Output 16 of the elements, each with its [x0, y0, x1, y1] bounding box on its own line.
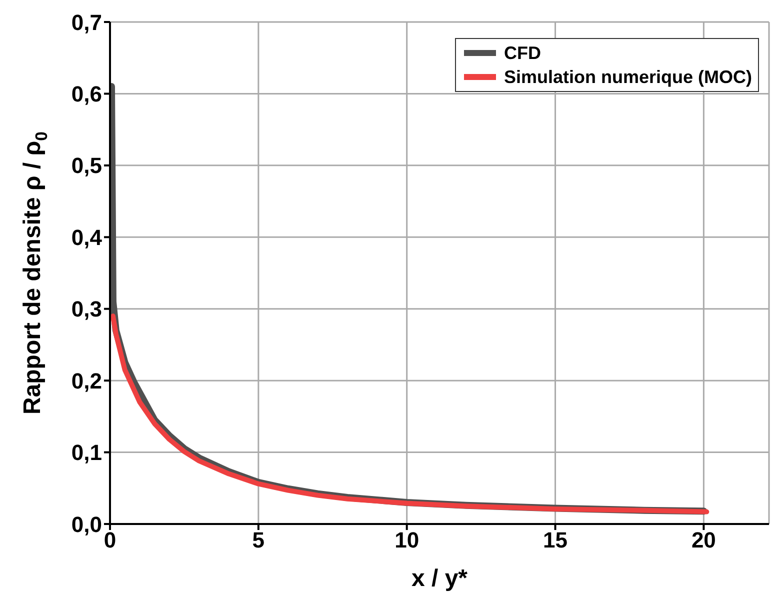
x-tick-label: 5 — [252, 528, 265, 553]
y-tick-label: 0,6 — [71, 82, 102, 107]
y-tick-label: 0,5 — [71, 153, 102, 178]
y-tick-label: 0,3 — [71, 296, 102, 322]
x-tick-label: 0 — [104, 528, 116, 553]
x-tick-label: 15 — [543, 528, 568, 553]
legend-label: CFD — [504, 42, 541, 65]
x-tick-label: 20 — [691, 528, 716, 553]
y-tick-label: 0,0 — [71, 512, 102, 537]
y-tick-label: 0,4 — [71, 224, 103, 250]
y-tick-label: 0,2 — [71, 368, 102, 394]
y-tick-label: 0,7 — [71, 10, 102, 35]
x-axis-title: x / y* — [411, 565, 468, 592]
x-tick-label: 10 — [394, 528, 420, 553]
y-tick-label: 0,1 — [71, 440, 102, 466]
legend-label: Simulation numerique (MOC) — [504, 66, 752, 89]
